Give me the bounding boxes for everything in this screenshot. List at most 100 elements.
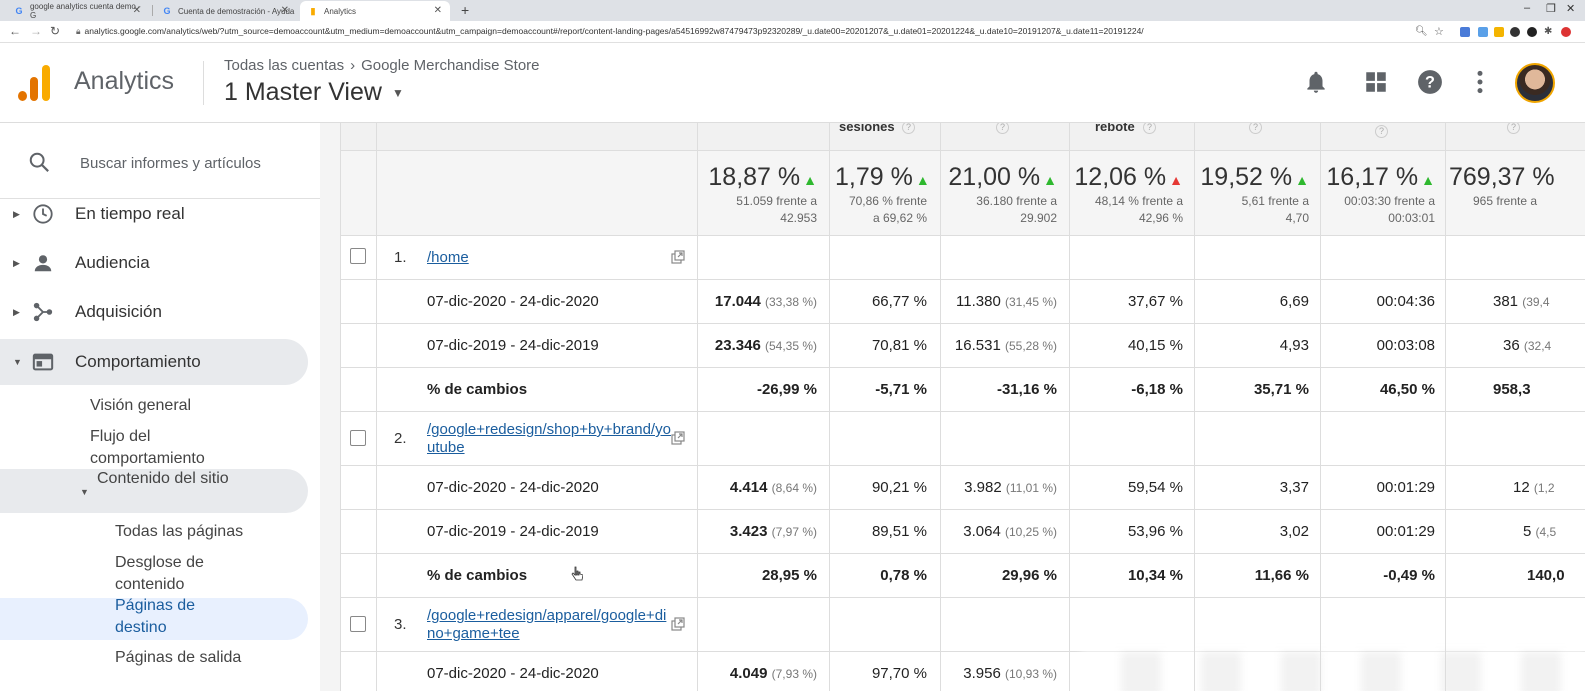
breadcrumb-account[interactable]: Todas las cuentas [224, 57, 345, 74]
row-checkbox[interactable] [350, 248, 366, 264]
open-in-new-icon[interactable] [671, 431, 685, 445]
summary-compare: 42,96 % [1138, 211, 1183, 225]
help-tooltip-icon[interactable]: ? [1375, 125, 1388, 138]
help-tooltip-icon[interactable]: ? [902, 123, 915, 134]
avatar[interactable] [1515, 63, 1555, 103]
url-field[interactable]: 🔒︎ analytics.google.com/analytics/web/?ut… [76, 26, 1144, 37]
close-tab-icon[interactable]: ✕ [280, 5, 289, 16]
more-vert-icon[interactable] [1467, 69, 1493, 95]
column-divider [1445, 123, 1446, 691]
forward-arrow-icon[interactable]: → [30, 24, 42, 38]
browser-tab-2[interactable]: G Cuenta de demostración - Ayuda ✕ [154, 1, 297, 21]
help-tooltip-icon[interactable]: ? [1143, 123, 1156, 134]
cell-pct: (11,01 %) [1005, 481, 1057, 495]
sidebar-item-audience[interactable]: ▶ Audiencia [0, 240, 308, 286]
cell-sessions: 4.414 (8,64 %) [701, 479, 817, 496]
breadcrumb-property[interactable]: Google Merchandise Store [361, 57, 540, 74]
sidebar-sub-flow[interactable]: Flujo del comportamiento [90, 428, 205, 467]
close-window-icon[interactable]: ✕ [1566, 3, 1576, 15]
google-favicon-icon: G [15, 6, 23, 16]
extension-icon[interactable] [1460, 27, 1470, 37]
column-header-sessions[interactable]: sesiones [839, 123, 895, 134]
sidebar-divider [0, 198, 320, 199]
cell-new-users: 16.531 (55,28 %) [945, 337, 1057, 354]
header-divider [203, 61, 204, 105]
row-checkbox[interactable] [350, 616, 366, 632]
cell-new-users: 3.956 (10,93 %) [945, 665, 1057, 682]
search-input[interactable] [80, 151, 300, 175]
extension-icon[interactable] [1494, 27, 1504, 37]
extension-icon[interactable] [1510, 27, 1520, 37]
cell-pct: (39,4 [1522, 295, 1550, 309]
cell-new-users: 3.982 (11,01 %) [945, 479, 1057, 496]
svg-text:?: ? [1425, 73, 1435, 91]
column-header-bounce[interactable]: rebote [1095, 123, 1135, 134]
cell-pct: (8,64 %) [771, 481, 817, 495]
cell-pages: 11,66 % [1254, 567, 1309, 584]
zoom-icon[interactable]: 🔍︎ [1415, 26, 1428, 37]
change-label: % de cambios [427, 567, 528, 584]
row-number: 2. [394, 430, 407, 447]
summary-value: 21,00 % [948, 163, 1041, 191]
bookmark-star-icon[interactable]: ☆ [1434, 26, 1444, 38]
sidebar-leaf-landing-pages[interactable] [0, 598, 308, 640]
sidebar-item-acquisition[interactable]: ▶ Adquisición [0, 289, 308, 335]
help-icon[interactable]: ? [1417, 69, 1443, 95]
apps-grid-icon[interactable] [1363, 69, 1389, 95]
arrow-up-icon: ▲ [1043, 172, 1057, 188]
summary-compare: a 69,62 % [872, 211, 927, 225]
cell-value: 5 [1523, 523, 1532, 540]
cell-conversions: 381 (39,4 [1449, 293, 1585, 310]
open-in-new-icon[interactable] [671, 617, 685, 631]
extension-icon[interactable] [1478, 27, 1488, 37]
profile-icon[interactable] [1561, 27, 1571, 37]
sidebar-sub-site-content[interactable]: ▼ [0, 469, 308, 513]
browser-tab-1[interactable]: G google analytics cuenta demo - G ✕ [6, 1, 149, 21]
minimize-window-icon[interactable]: – [1524, 2, 1531, 14]
sidebar-leaf-all-pages[interactable]: Todas las páginas [115, 523, 244, 540]
summary-row: 18,87 % ▲ 51.059 frente a 42.953 1,79 % ▲ … [341, 151, 1585, 236]
maximize-window-icon[interactable]: ❐ [1546, 3, 1556, 15]
summary-value: 769,37 % [1449, 163, 1555, 191]
date-range-label: 07-dic-2020 - 24-dic-2020 [427, 665, 599, 682]
cell-pct: (31,45 %) [1004, 295, 1057, 309]
view-selector[interactable]: 1 Master View ▼ [224, 78, 404, 107]
sidebar-sub-overview[interactable]: Visión general [90, 397, 192, 414]
cell-conversions: 140,0 [1527, 567, 1565, 584]
cell-pct: (33,38 %) [764, 295, 817, 309]
date-range-label: 07-dic-2019 - 24-dic-2019 [427, 337, 599, 354]
row-checkbox[interactable] [350, 430, 366, 446]
help-tooltip-icon[interactable]: ? [1249, 123, 1262, 134]
back-arrow-icon[interactable]: ← [9, 24, 21, 38]
tab-title: Cuenta de demostración - Ayuda [178, 6, 295, 16]
analytics-logo-icon[interactable] [18, 65, 52, 101]
landing-page-link[interactable]: /google+redesign/shop+by+brand/youtube [427, 421, 671, 456]
summary-compare: 5,61 frente a [1241, 194, 1309, 208]
breadcrumb[interactable]: Todas las cuentas › Google Merchandise Sto… [224, 57, 540, 74]
close-tab-icon[interactable]: ✕ [433, 5, 442, 16]
reload-icon[interactable]: ↻ [50, 24, 61, 38]
sidebar-item-behavior[interactable]: ▼ Comportamiento [0, 339, 308, 385]
cell-sessions: 28,95 % [761, 567, 817, 584]
landing-page-link[interactable]: /home [427, 249, 469, 266]
new-tab-button[interactable]: + [461, 2, 470, 18]
sidebar-leaf-content-drilldown[interactable]: Desglose de contenido [115, 554, 204, 593]
browser-tab-3-active[interactable]: ▮ Analytics ✕ [300, 1, 450, 21]
column-divider [829, 123, 830, 691]
sidebar-leaf-exit-pages[interactable]: Páginas de salida [115, 649, 242, 666]
landing-page-link[interactable]: /google+redesign/apparel/google+dino+gam… [427, 607, 667, 642]
help-tooltip-icon[interactable]: ? [996, 123, 1009, 134]
summary-compare: 965 frente a [1473, 194, 1538, 208]
cell-sessions: 23.346 (54,35 %) [701, 337, 817, 354]
bell-icon[interactable] [1303, 69, 1329, 95]
puzzle-extensions-icon[interactable]: ✱ [1544, 26, 1553, 37]
sidebar-item-realtime[interactable]: ▶ En tiempo real [0, 191, 308, 237]
help-tooltip-icon[interactable]: ? [1507, 123, 1520, 134]
close-tab-icon[interactable]: ✕ [132, 5, 141, 16]
cell-value: 12 [1513, 479, 1530, 496]
analytics-favicon-icon: ▮ [310, 6, 316, 16]
extension-icon[interactable] [1527, 27, 1537, 37]
summary-value: 18,87 % [708, 163, 801, 191]
summary-cell: 16,17 % ▲ 00:03:30 frente a 00:03:01 [1323, 163, 1435, 226]
open-in-new-icon[interactable] [671, 250, 685, 264]
